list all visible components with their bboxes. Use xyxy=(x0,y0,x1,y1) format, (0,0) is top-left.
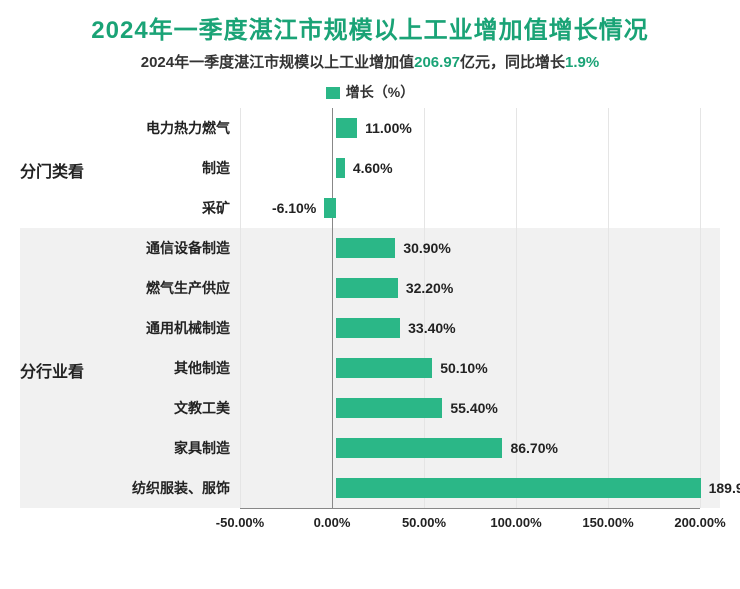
x-tick: 100.00% xyxy=(490,515,541,530)
bar-row: 通信设备制造 30.90% xyxy=(110,228,720,268)
category-label: 纺织服装、服饰 xyxy=(110,478,240,498)
bar-value: 189.90% xyxy=(709,480,740,496)
legend-swatch xyxy=(326,87,340,99)
plot-cell: 55.40% xyxy=(240,388,720,428)
group-label: 分门类看 xyxy=(20,158,84,182)
plot-cell: 32.20% xyxy=(240,268,720,308)
bar xyxy=(324,198,336,218)
x-tick: 50.00% xyxy=(402,515,446,530)
bar xyxy=(336,438,502,458)
category-label: 电力热力燃气 xyxy=(110,118,240,138)
bar-row: 燃气生产供应 32.20% xyxy=(110,268,720,308)
category-label: 其他制造 xyxy=(110,358,240,378)
plot-cell: 33.40% xyxy=(240,308,720,348)
x-tick: 0.00% xyxy=(314,515,351,530)
x-axis: -50.00%0.00%50.00%100.00%150.00%200.00% xyxy=(240,508,700,544)
plot-cell: 11.00% xyxy=(240,108,720,148)
bar-row: 文教工美 55.40% xyxy=(110,388,720,428)
bar xyxy=(336,158,345,178)
bar-value: 86.70% xyxy=(510,440,557,456)
chart-subtitle: 2024年一季度湛江市规模以上工业增加值206.97亿元，同比增长1.9% xyxy=(0,51,740,72)
bar-value: -6.10% xyxy=(272,200,316,216)
bar xyxy=(336,278,398,298)
chart-title: 2024年一季度湛江市规模以上工业增加值增长情况 xyxy=(0,0,740,45)
category-label: 采矿 xyxy=(110,198,240,218)
subtitle-mid: 亿元，同比增长 xyxy=(460,54,565,71)
legend-label: 增长（%） xyxy=(346,84,414,100)
legend: 增长（%） xyxy=(0,82,740,102)
plot-cell: 30.90% xyxy=(240,228,720,268)
bar-row: 采矿 -6.10% xyxy=(110,188,720,228)
category-label: 家具制造 xyxy=(110,438,240,458)
bar-value: 32.20% xyxy=(406,280,453,296)
plot-cell: 50.10% xyxy=(240,348,720,388)
bar-value: 11.00% xyxy=(365,120,412,136)
category-label: 燃气生产供应 xyxy=(110,278,240,298)
bar-row: 制造 4.60% xyxy=(110,148,720,188)
bar-value: 55.40% xyxy=(450,400,497,416)
bar-row: 通用机械制造 33.40% xyxy=(110,308,720,348)
subtitle-value2: 1.9% xyxy=(565,54,599,71)
category-label: 通用机械制造 xyxy=(110,318,240,338)
chart-area: 分门类看分行业看 电力热力燃气 11.00% 制造 4.60% 采矿 -6.10% 通信设备… xyxy=(20,108,720,544)
bar xyxy=(336,398,442,418)
plot-cell: 189.90% xyxy=(240,468,720,508)
x-tick: -50.00% xyxy=(216,515,264,530)
bar-row: 家具制造 86.70% xyxy=(110,428,720,468)
bar-value: 33.40% xyxy=(408,320,455,336)
bar-row: 纺织服装、服饰189.90% xyxy=(110,468,720,508)
category-label: 制造 xyxy=(110,158,240,178)
bar-row: 其他制造 50.10% xyxy=(110,348,720,388)
bar-value: 30.90% xyxy=(403,240,450,256)
bar xyxy=(336,478,701,498)
group-label: 分行业看 xyxy=(20,358,84,382)
subtitle-prefix: 2024年一季度湛江市规模以上工业增加值 xyxy=(141,54,414,71)
plot-cell: 4.60% xyxy=(240,148,720,188)
plot-cell: -6.10% xyxy=(240,188,720,228)
bar-value: 4.60% xyxy=(353,160,393,176)
bar xyxy=(336,318,400,338)
plot-cell: 86.70% xyxy=(240,428,720,468)
x-tick: 200.00% xyxy=(674,515,725,530)
bar xyxy=(336,118,357,138)
subtitle-value1: 206.97 xyxy=(414,54,460,71)
category-label: 文教工美 xyxy=(110,398,240,418)
bar xyxy=(336,238,395,258)
category-label: 通信设备制造 xyxy=(110,238,240,258)
bar-value: 50.10% xyxy=(440,360,487,376)
bar-row: 电力热力燃气 11.00% xyxy=(110,108,720,148)
bar-chart: 电力热力燃气 11.00% 制造 4.60% 采矿 -6.10% 通信设备制造 30.90% 燃… xyxy=(110,108,720,508)
bar xyxy=(336,358,432,378)
x-tick: 150.00% xyxy=(582,515,633,530)
